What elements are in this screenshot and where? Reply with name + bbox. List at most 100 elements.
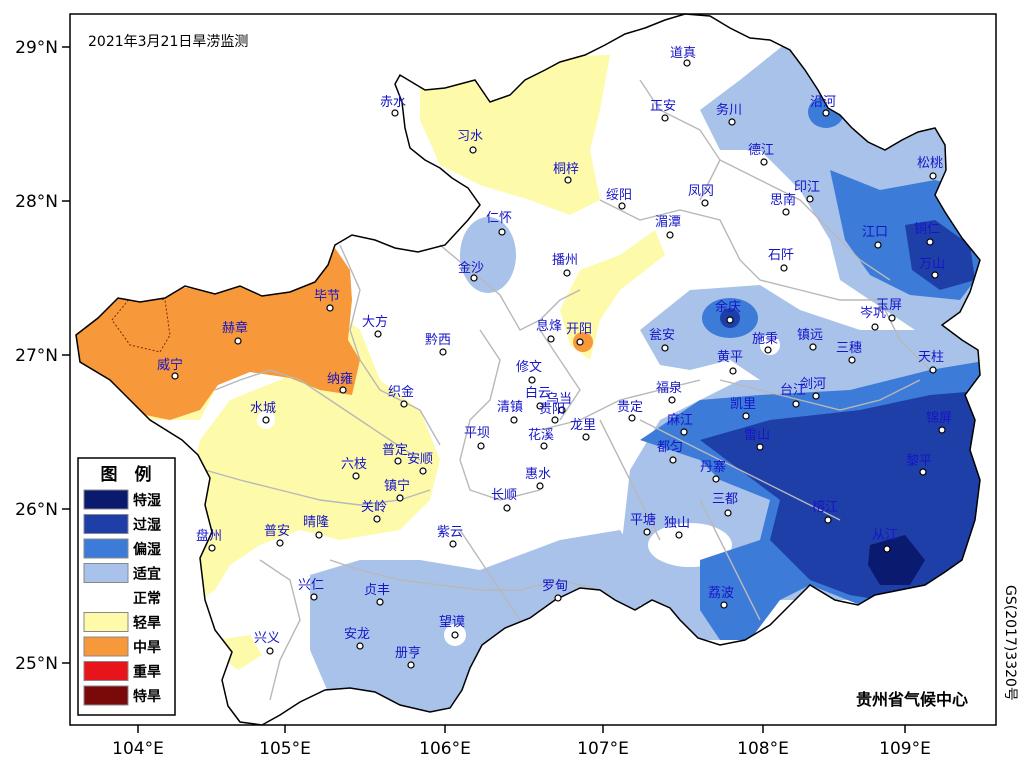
city-marker [326, 304, 334, 312]
axis-ticks [62, 46, 906, 733]
city-label: 大方 [362, 314, 388, 330]
city-label: 玉屏 [876, 298, 902, 313]
legend-swatch [83, 612, 129, 632]
city-label: 长顺 [491, 488, 517, 503]
city-label: 赫章 [222, 320, 248, 336]
city-label: 水城 [250, 401, 276, 416]
zone-overly-wet-wanshan [905, 220, 975, 290]
city-marker [469, 146, 477, 154]
city-label: 福泉 [656, 380, 682, 396]
city-marker [376, 598, 384, 606]
city-label: 正安 [650, 99, 676, 114]
city-label: 六枝 [341, 457, 367, 472]
legend-swatch [83, 514, 129, 534]
lon-label-108e: 108°E [737, 739, 789, 759]
city-label: 望谟 [439, 614, 465, 630]
lon-label-109e: 109°E [879, 739, 931, 759]
city-label: 贵阳 [539, 402, 565, 417]
legend-swatch [83, 685, 129, 706]
city-label: 剑河 [800, 376, 826, 392]
city-marker [536, 482, 544, 490]
city-label: 松桃 [917, 156, 943, 171]
city-marker [675, 531, 683, 539]
city-label: 盘州 [196, 528, 222, 544]
city-marker [661, 114, 669, 122]
city-label: 麻江 [667, 413, 693, 428]
city-marker [554, 594, 562, 602]
city-marker [874, 241, 882, 249]
city-label: 仁怀 [486, 211, 512, 226]
city-marker [756, 443, 764, 451]
city-marker [764, 346, 772, 354]
city-label: 龙里 [570, 418, 596, 433]
city-marker [661, 344, 669, 352]
city-marker [310, 593, 318, 601]
city-marker [724, 509, 732, 517]
city-marker [564, 176, 572, 184]
city-label: 兴义 [254, 631, 280, 646]
legend-label: 适宜 [133, 566, 161, 583]
city-marker [726, 316, 734, 324]
city-label: 晴隆 [303, 515, 329, 530]
city-label: 修文 [516, 360, 542, 375]
city-marker [628, 414, 636, 422]
city-marker [470, 274, 478, 282]
city-marker [888, 314, 896, 322]
city-label: 三穗 [836, 341, 862, 356]
city-marker [373, 515, 381, 523]
city-marker [551, 416, 559, 424]
city-label: 黔西 [425, 333, 451, 348]
legend-label: 轻旱 [133, 615, 161, 632]
city-label: 平塘 [630, 512, 656, 528]
city-label: 普安 [264, 524, 290, 539]
city-label: 惠水 [525, 467, 551, 482]
legend-label: 特湿 [133, 492, 161, 509]
city-label: 普定 [382, 443, 408, 458]
city-marker [439, 348, 447, 356]
city-marker [262, 416, 270, 424]
city-marker [352, 472, 360, 480]
city-label: 都匀 [657, 440, 683, 455]
legend-title: 图 例 [101, 464, 152, 485]
city-marker [680, 428, 688, 436]
legend-label: 特旱 [133, 688, 161, 705]
lat-label-29n: 29°N [15, 38, 58, 58]
city-marker [576, 338, 584, 346]
city-label: 岑巩 [860, 306, 886, 321]
city-marker [528, 376, 536, 384]
city-label: 毕节 [314, 289, 340, 304]
city-marker [547, 335, 555, 343]
city-marker [931, 271, 939, 279]
city-label: 紫云 [437, 525, 463, 540]
city-label: 清镇 [497, 400, 523, 415]
city-marker [540, 442, 548, 450]
city-marker [669, 456, 677, 464]
city-marker [374, 330, 382, 338]
city-marker [728, 118, 736, 126]
city-label: 黎平 [906, 454, 932, 469]
lon-label-106e: 106°E [419, 739, 471, 759]
city-label: 三都 [712, 492, 738, 507]
city-label: 锦屏 [926, 411, 952, 426]
city-label: 瓮安 [649, 328, 675, 343]
city-label: 台江 [780, 383, 806, 398]
city-marker [315, 531, 323, 539]
city-label: 织金 [388, 384, 414, 400]
legend-label: 中旱 [133, 639, 161, 656]
city-marker [449, 540, 457, 548]
legend-swatch [83, 661, 129, 681]
city-marker [419, 467, 427, 475]
city-label: 万山 [919, 257, 945, 272]
city-label: 铜仁 [914, 222, 940, 237]
city-marker [666, 231, 674, 239]
city-label: 江口 [862, 225, 888, 240]
legend-label: 重旱 [133, 664, 161, 681]
county-boundaries [204, 79, 931, 701]
city-marker [396, 494, 404, 502]
city-label: 白云 [525, 385, 551, 401]
legend-swatch [83, 563, 129, 583]
city-label: 绥阳 [606, 188, 632, 203]
city-label: 丹寨 [700, 459, 726, 475]
city-marker [824, 516, 832, 524]
lat-label-25n: 25°N [15, 654, 58, 674]
